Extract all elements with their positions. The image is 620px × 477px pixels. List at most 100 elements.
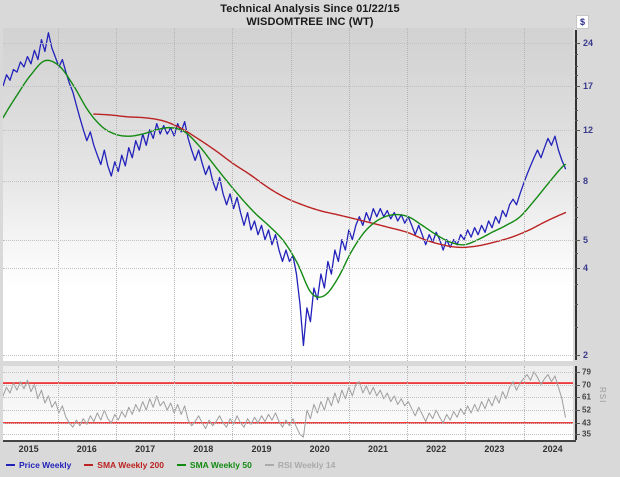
gridline-horizontal <box>3 422 573 424</box>
axis-tick <box>575 65 578 67</box>
axis-tick <box>575 371 580 373</box>
gridline-horizontal <box>3 180 573 182</box>
x-tick-label: 2019 <box>251 444 272 454</box>
axis-tick <box>575 239 580 241</box>
gridline-horizontal <box>3 239 573 241</box>
price-tick-label: 17 <box>583 81 594 92</box>
price-axis <box>575 30 577 360</box>
axis-tick <box>575 146 578 148</box>
gridline-vertical <box>174 28 176 361</box>
axis-tick <box>575 252 578 254</box>
gridline-horizontal <box>3 397 573 399</box>
x-tick-label: 2016 <box>76 444 97 454</box>
axis-tick <box>575 410 580 412</box>
axis-tick <box>575 384 580 386</box>
rsi-axis <box>575 366 577 440</box>
axis-tick <box>575 86 580 87</box>
gridline-vertical <box>57 366 59 440</box>
axis-tick <box>575 303 578 305</box>
legend-item[interactable]: RSI Weekly 14 <box>264 460 336 470</box>
axis-tick <box>575 206 578 208</box>
gridline-vertical <box>523 366 525 440</box>
rsi-tick-label: 52 <box>582 405 591 415</box>
price-tick-label: 5 <box>583 234 589 245</box>
gridline-vertical <box>523 28 525 361</box>
gridline-vertical <box>407 28 409 361</box>
axis-tick <box>575 75 578 77</box>
gridline-vertical <box>465 28 467 361</box>
gridline-vertical <box>290 28 292 361</box>
rsi-tick-label: 70 <box>582 380 591 389</box>
axis-tick <box>575 42 580 44</box>
axis-tick <box>575 267 580 269</box>
chart-title: Technical Analysis Since 01/22/15 WISDOM… <box>0 3 620 29</box>
chart-title-line2: WISDOMTREE INC (WT) <box>246 16 374 28</box>
axis-tick <box>575 354 580 356</box>
axis-tick <box>575 119 578 121</box>
legend-swatch-icon <box>6 464 15 466</box>
price-chart-panel <box>3 28 573 361</box>
sma-200-line <box>93 113 567 249</box>
axis-tick <box>575 397 580 399</box>
price-tick-label: 8 <box>583 175 589 186</box>
legend-label: SMA Weekly 50 <box>189 460 252 470</box>
x-tick-label: 2024 <box>542 444 563 454</box>
legend-label: RSI Weekly 14 <box>277 460 336 470</box>
gridline-horizontal <box>3 384 573 386</box>
gridline-horizontal <box>3 434 573 436</box>
axis-tick <box>575 159 578 161</box>
rsi-tick-label: 43 <box>582 418 591 428</box>
legend-item[interactable]: SMA Weekly 50 <box>176 460 252 470</box>
currency-badge: $ <box>576 15 589 29</box>
gridline-vertical <box>232 28 234 361</box>
axis-tick <box>575 326 578 328</box>
price-tick-label: 4 <box>583 262 589 273</box>
axis-tick <box>575 284 578 286</box>
axis-tick <box>575 216 578 218</box>
price-tick-label: 2 <box>583 349 589 360</box>
chart-title-line1: Technical Analysis Since 01/22/15 <box>220 3 400 15</box>
axis-tick <box>575 110 578 112</box>
price-series-svg <box>3 32 567 347</box>
x-tick-label: 2017 <box>135 444 156 454</box>
gridline-horizontal <box>3 42 573 44</box>
rsi-weekly-line <box>3 371 566 438</box>
axis-tick <box>575 129 580 131</box>
axis-tick <box>575 53 578 55</box>
price-tick-label: 24 <box>583 37 594 48</box>
gridline-horizontal <box>3 371 573 373</box>
x-tick-label: 2021 <box>367 444 389 454</box>
gridline-horizontal <box>3 267 573 269</box>
axis-tick <box>575 97 578 99</box>
rsi-tick-label: 35 <box>582 429 591 439</box>
price-weekly-line <box>3 32 567 347</box>
x-axis <box>3 440 576 442</box>
axis-tick <box>575 422 580 424</box>
gridline-vertical <box>174 366 176 440</box>
legend-swatch-icon <box>84 464 94 466</box>
gridline-vertical <box>116 366 117 440</box>
legend-swatch-icon <box>264 464 274 466</box>
gridline-horizontal <box>3 410 573 412</box>
gridline-vertical <box>232 366 234 440</box>
x-tick-label: 2015 <box>18 444 39 454</box>
legend-item[interactable]: Price Weekly <box>6 460 71 470</box>
gridline-horizontal <box>3 86 573 87</box>
chart-legend: Price Weekly SMA Weekly 200 SMA Weekly 50 R… <box>6 458 335 472</box>
gridline-vertical <box>290 366 292 440</box>
axis-tick <box>575 197 578 199</box>
gridline-horizontal <box>3 129 573 131</box>
rsi-axis-title: RSI <box>598 387 607 404</box>
gridline-vertical <box>57 28 59 361</box>
rsi-tick-label: 79 <box>582 367 591 377</box>
legend-label: Price Weekly <box>19 460 72 470</box>
legend-item[interactable]: SMA Weekly 200 <box>84 460 164 470</box>
gridline-vertical <box>348 366 350 440</box>
gridline-horizontal <box>3 354 573 356</box>
gridline-vertical <box>348 28 350 361</box>
rsi-tick-label: 61 <box>582 392 591 402</box>
price-tick-label: 12 <box>583 124 594 135</box>
x-tick-label: 2018 <box>193 444 214 454</box>
axis-tick <box>575 180 580 182</box>
